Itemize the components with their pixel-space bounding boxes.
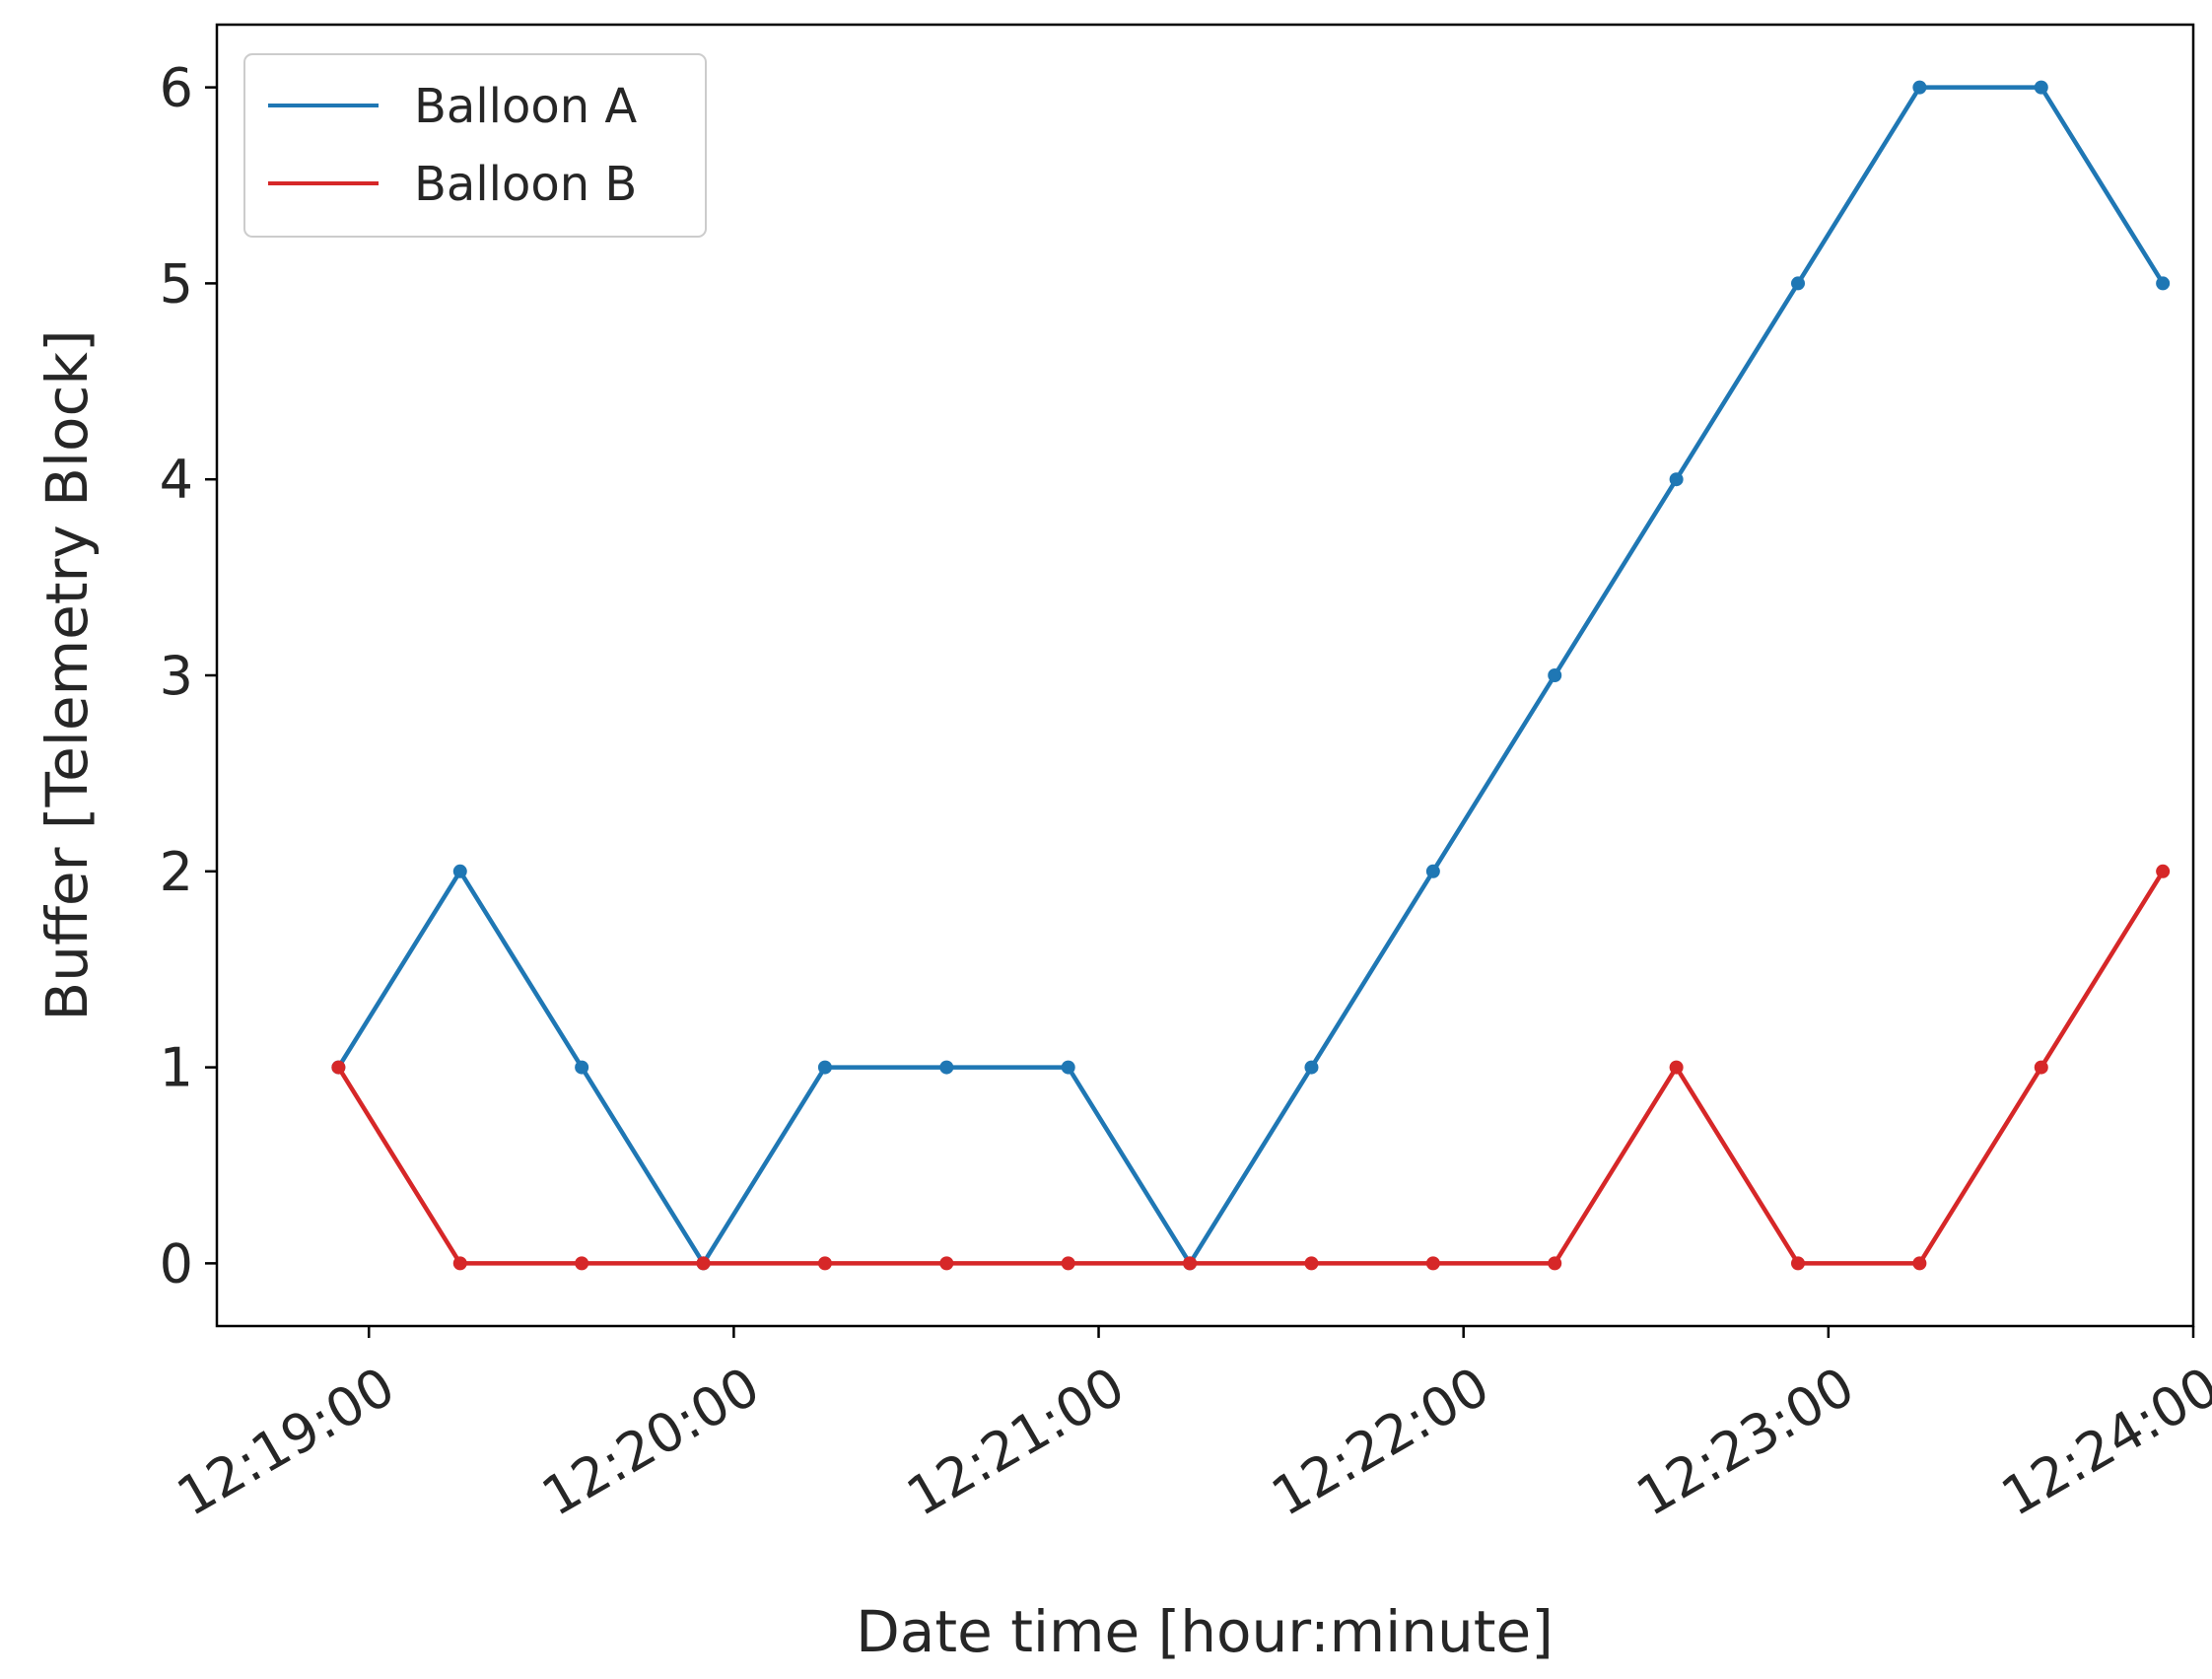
data-point-balloon-a — [1912, 80, 1927, 95]
data-point-balloon-a — [1548, 668, 1562, 682]
data-point-balloon-b — [1669, 1060, 1684, 1075]
y-tick-label: 3 — [160, 645, 193, 707]
y-axis-title: Buffer [Telemetry Block] — [34, 329, 101, 1020]
data-point-balloon-b — [696, 1256, 711, 1271]
x-axis-title: Date time [hour:minute] — [856, 1598, 1554, 1665]
data-point-balloon-a — [1304, 1060, 1319, 1075]
y-tick-label: 4 — [160, 449, 193, 511]
data-point-balloon-b — [575, 1256, 589, 1271]
data-point-balloon-b — [939, 1256, 954, 1271]
legend-box — [243, 53, 707, 238]
y-tick-label: 6 — [160, 57, 193, 119]
data-point-balloon-b — [1912, 1256, 1927, 1271]
y-tick-label: 5 — [160, 252, 193, 315]
data-point-balloon-a — [452, 864, 467, 878]
y-tick-label: 2 — [160, 841, 193, 903]
y-axis: 0 1 2 3 4 5 6 — [160, 57, 217, 1294]
series-line-balloon-b — [336, 870, 2166, 1266]
data-point-balloon-b — [1061, 1256, 1075, 1271]
data-point-balloon-a — [1669, 472, 1684, 487]
data-point-balloon-b — [1425, 1256, 1440, 1271]
data-point-balloon-a — [1425, 864, 1440, 878]
data-point-balloon-b — [1183, 1256, 1198, 1271]
series-balloon-b — [331, 864, 2171, 1271]
data-point-balloon-b — [331, 1060, 346, 1075]
data-point-balloon-b — [452, 1256, 467, 1271]
data-point-balloon-b — [2156, 864, 2171, 878]
data-point-balloon-a — [575, 1060, 589, 1075]
data-point-balloon-b — [817, 1256, 832, 1271]
data-point-balloon-a — [1791, 276, 1805, 291]
data-point-balloon-b — [2034, 1060, 2048, 1075]
legend: Balloon A Balloon B — [243, 53, 707, 238]
data-point-balloon-b — [1791, 1256, 1805, 1271]
legend-label-balloon-a: Balloon A — [414, 79, 637, 134]
data-point-balloon-b — [1304, 1256, 1319, 1271]
series-layer — [331, 80, 2171, 1271]
data-point-balloon-a — [1061, 1060, 1075, 1075]
series-line-balloon-a — [336, 85, 2166, 1266]
y-tick-label: 1 — [160, 1037, 193, 1099]
legend-label-balloon-b: Balloon B — [414, 157, 637, 212]
data-point-balloon-a — [939, 1060, 954, 1075]
data-point-balloon-a — [2156, 276, 2171, 291]
data-point-balloon-b — [1548, 1256, 1562, 1271]
y-tick-label: 0 — [160, 1232, 193, 1294]
data-point-balloon-a — [817, 1060, 832, 1075]
data-point-balloon-a — [2034, 80, 2048, 95]
